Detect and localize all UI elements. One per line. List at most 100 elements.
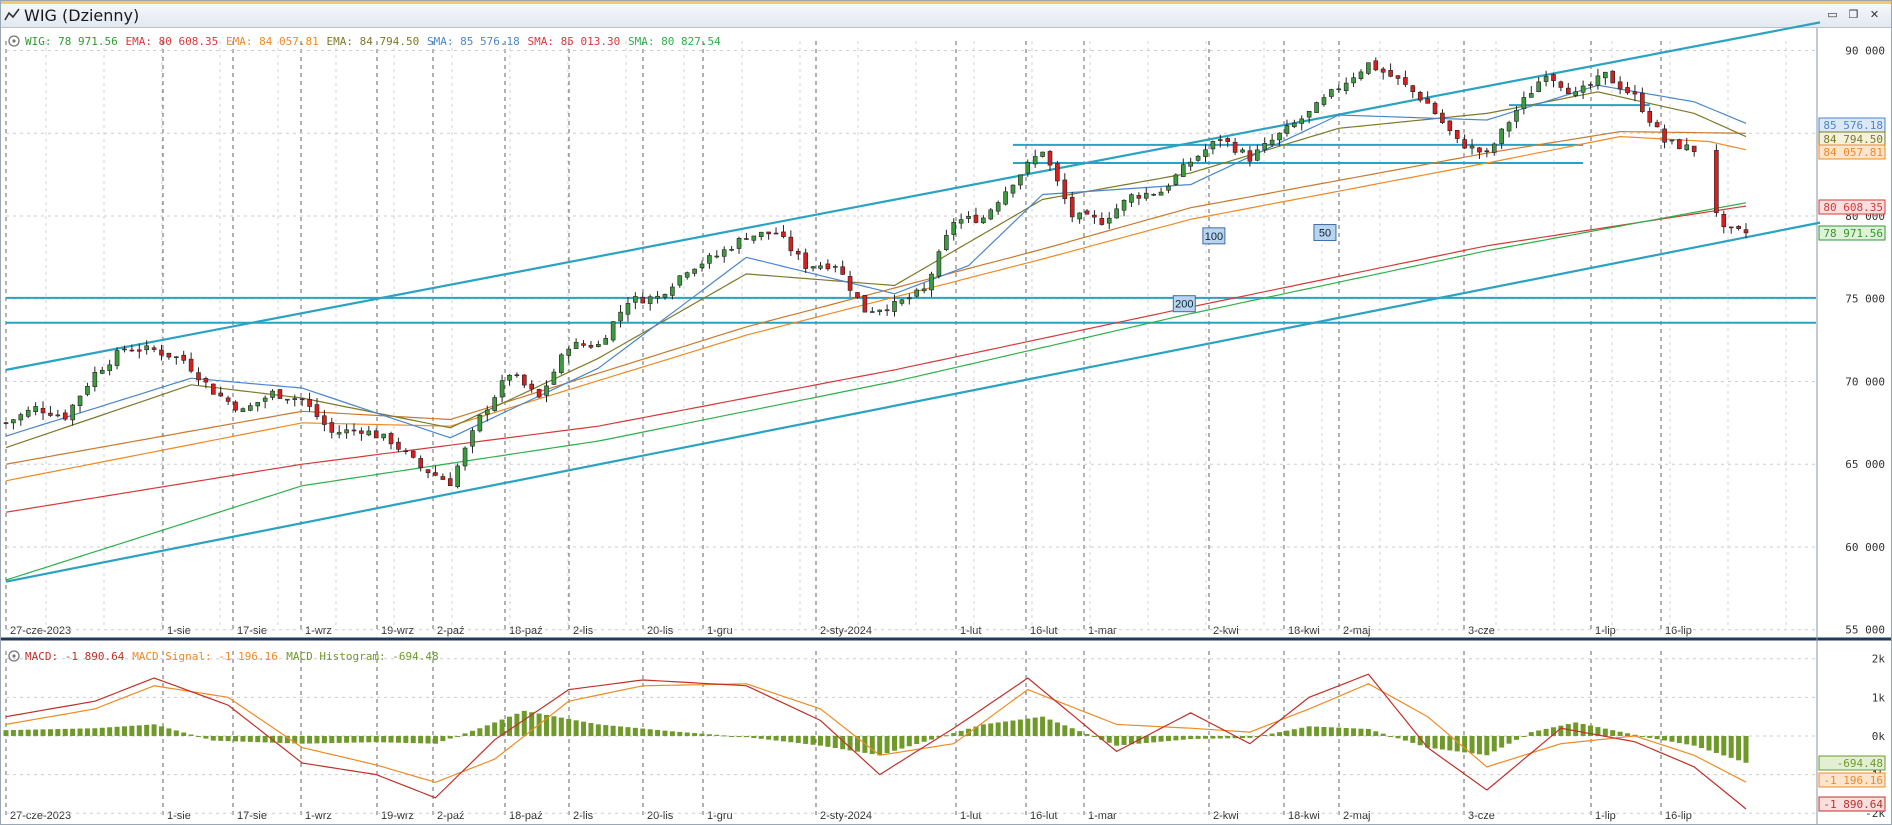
candle [1358,71,1364,80]
candle [981,217,986,224]
x-tick-label: 2-maj [1343,625,1371,637]
hist-bar [618,726,624,736]
candle [1543,76,1549,82]
ma-period-label: 50 [1319,228,1331,240]
candle [1654,122,1660,128]
hist-bar [1691,735,1697,746]
hist-bar [1632,734,1638,736]
hist-bar [1528,732,1534,736]
hist-bar [1454,735,1460,752]
candle [410,450,416,458]
x-tick-label: 2-sty-2024 [820,625,872,637]
hist-bar [1254,735,1260,737]
hist-bar [951,733,957,736]
hist-bar [55,729,61,736]
candle [92,371,98,387]
hist-bar [1462,735,1468,753]
candle [781,231,786,237]
hist-bar [766,735,772,740]
hist-bar [40,729,46,736]
candle [314,404,320,417]
chart-line-icon [4,8,20,21]
hist-bar [432,735,438,744]
candle [825,263,831,270]
hist-bar [832,735,838,749]
candle [1343,82,1349,91]
hist-bar [1447,735,1453,751]
x-tick-label-macd: 1-mar [1088,810,1117,822]
candle [18,414,24,421]
hist-bar [825,735,831,747]
candle [85,385,90,395]
candle [1003,191,1008,205]
hist-bar [77,728,83,736]
candle [33,406,38,412]
candle [1277,132,1282,141]
hist-bar [10,730,16,736]
x-tick-label-macd: 16-lip [1665,810,1692,822]
x-tick-label: 20-lis [647,625,674,637]
hist-bar [840,735,846,750]
hist-bar [181,732,187,736]
hist-bar [1595,727,1601,736]
hist-bar [736,735,742,737]
candle [892,301,897,312]
candle [484,409,490,415]
close-icon[interactable]: ✕ [1869,8,1880,21]
hist-bar [899,735,905,749]
hist-bar [1476,735,1482,755]
candle [1647,111,1653,123]
hist-bar [129,725,135,736]
hist-bar [692,733,698,736]
candle [869,311,875,313]
hist-bar [1032,717,1038,736]
hist-bar [854,735,860,752]
candle [1551,74,1556,81]
hist-bar [1580,723,1586,736]
candle [1292,122,1297,128]
x-tick-label: 1-wrz [305,625,332,637]
hist-bar [373,735,379,743]
candle [1306,111,1312,118]
candle [262,397,268,402]
legend-entry: MACD Signal: -1 196.16 [132,650,278,663]
hist-bar [1573,722,1579,736]
hist-bar [1240,735,1246,739]
candle [1025,162,1031,174]
lower-channel [5,221,1821,583]
title-bar[interactable]: WIG (Dzienny) ▭ ❐ ✕ [1,1,1891,28]
candle [470,430,475,447]
candle [492,397,497,411]
legend-entry: SMA: 85 576.18 [427,35,520,48]
hist-bar [1143,735,1149,743]
candle [588,345,594,348]
ma-period-label: 200 [1175,299,1193,311]
candle [566,348,572,356]
candle [1521,97,1527,109]
hist-bar [62,728,68,736]
hist-bar [699,733,705,736]
candle [233,401,238,411]
hist-bar [1588,725,1594,736]
candle [181,354,187,361]
candle [144,345,149,351]
candle [832,265,838,268]
restore-icon[interactable]: ❐ [1848,8,1859,21]
candle [1158,191,1164,196]
hist-bar [588,723,594,736]
candle [1373,60,1379,71]
price-tag-box [1818,225,1886,241]
candle [507,374,512,381]
hist-bar [351,735,357,743]
price-tag-label: 80 608.35 [1823,201,1883,214]
hist-bar [247,735,253,742]
candle [188,358,194,372]
macd-tick-label: 1k [1872,691,1886,704]
candle [721,249,727,257]
minimize-icon[interactable]: ▭ [1827,8,1838,21]
candle [1143,192,1149,199]
hist-bar [1669,735,1675,742]
candle [1499,128,1504,144]
hist-bar [1225,735,1231,739]
